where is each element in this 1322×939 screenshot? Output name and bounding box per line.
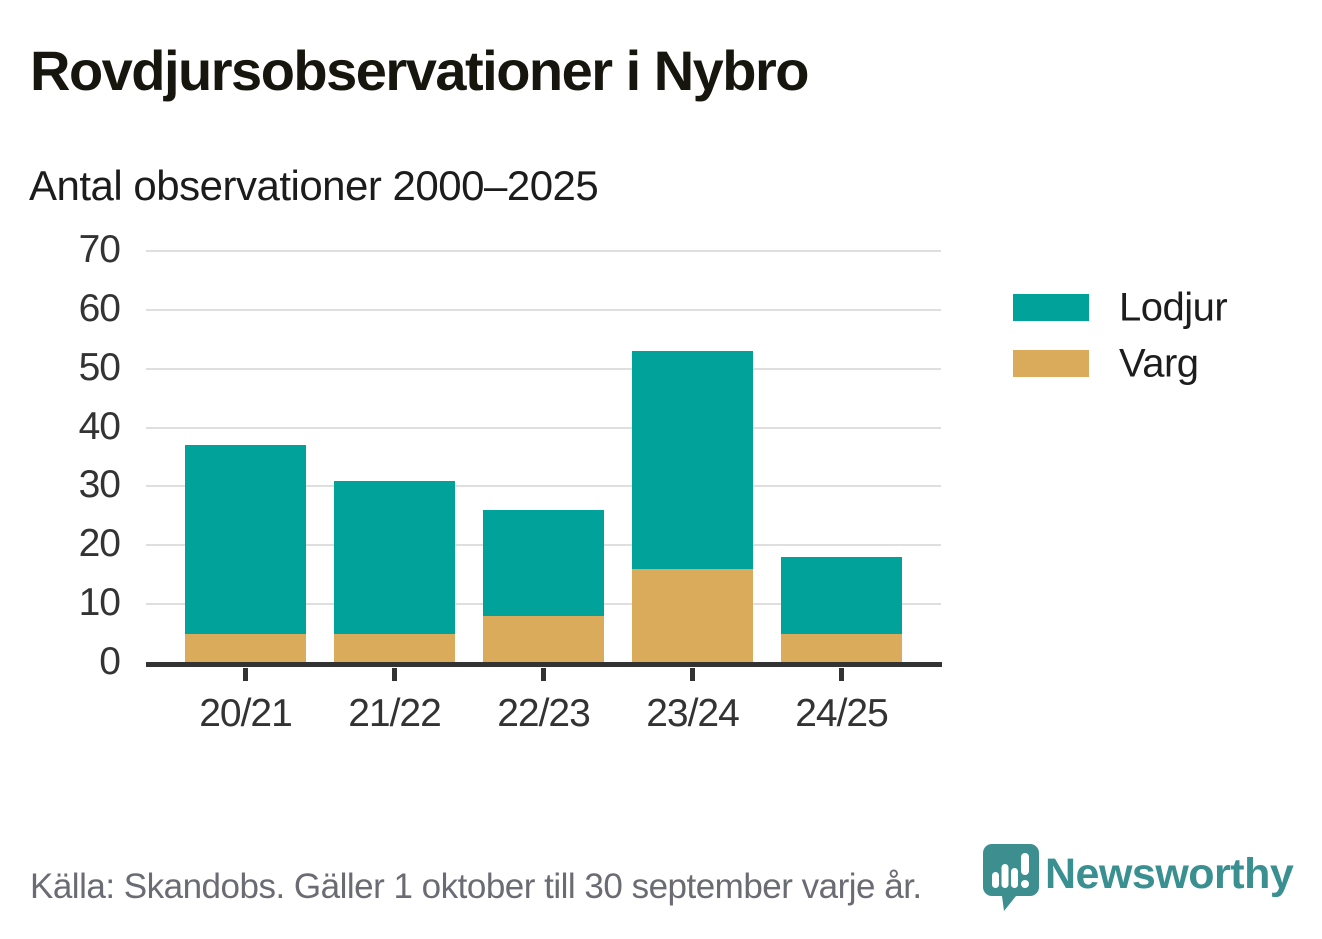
gridline	[146, 367, 941, 370]
x-axis-label: 24/25	[795, 692, 889, 735]
x-axis-tick	[392, 668, 397, 681]
x-axis-tick	[541, 668, 546, 681]
newsworthy-logo[interactable]: Newsworthy	[981, 842, 1294, 917]
y-axis-label: 0	[99, 640, 121, 684]
y-axis-label: 30	[78, 463, 121, 507]
gridline	[146, 250, 941, 252]
source-note: Källa: Skandobs. Gäller 1 oktober till 3…	[30, 867, 922, 906]
x-axis-tick	[690, 668, 695, 681]
bar-segment-lodjur	[185, 445, 306, 634]
gridline	[146, 485, 941, 488]
bar-segment-lodjur	[781, 557, 902, 634]
brand-name: Newsworthy	[1045, 850, 1294, 898]
y-axis-label: 60	[78, 286, 121, 330]
x-axis-label: 20/21	[199, 692, 293, 735]
bar-segment-varg	[781, 633, 902, 663]
legend-swatch-varg	[1013, 350, 1089, 377]
y-axis-label: 70	[78, 228, 121, 272]
y-axis-label: 50	[78, 345, 121, 389]
y-axis-label: 10	[78, 581, 121, 625]
y-axis-label: 40	[78, 404, 121, 448]
bar-segment-lodjur	[483, 509, 604, 616]
bar-segment-lodjur	[334, 480, 455, 634]
y-axis-label: 20	[78, 522, 121, 566]
bar-segment-lodjur	[632, 351, 753, 569]
legend-label-lodjur: Lodjur	[1119, 285, 1228, 330]
x-axis-tick	[243, 668, 248, 681]
x-axis-tick	[839, 668, 844, 681]
x-axis-label: 21/22	[348, 692, 442, 735]
legend-label-varg: Varg	[1119, 341, 1199, 386]
chart-subtitle: Antal observationer 2000–2025	[29, 162, 599, 209]
bar-segment-varg	[483, 615, 604, 663]
gridline	[146, 308, 941, 311]
x-axis-line	[146, 662, 942, 667]
x-axis-label: 23/24	[646, 692, 740, 735]
legend-swatch-lodjur	[1013, 294, 1089, 321]
x-axis-label: 22/23	[497, 692, 591, 735]
bar-segment-varg	[185, 633, 306, 663]
chart-title: Rovdjursobservationer i Nybro	[30, 39, 810, 102]
bar-segment-varg	[334, 633, 455, 663]
bar-segment-varg	[632, 568, 753, 663]
gridline	[146, 426, 941, 429]
